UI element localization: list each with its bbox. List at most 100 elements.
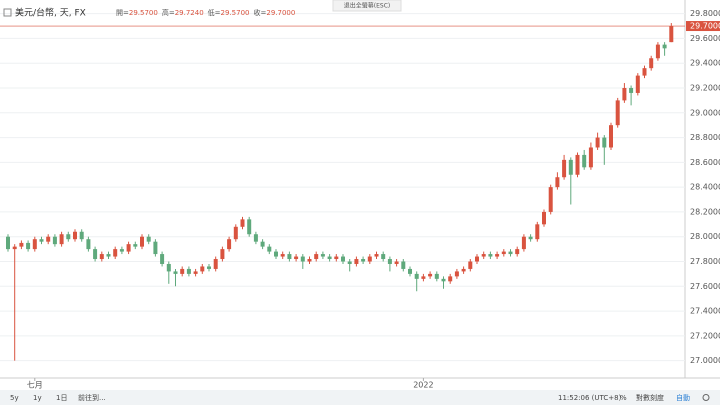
candle-body xyxy=(508,251,513,255)
candle-body xyxy=(421,276,426,279)
clock: 11:52:06 (UTC+8) xyxy=(558,394,622,402)
candle-body xyxy=(521,236,526,250)
candle-body xyxy=(381,254,386,260)
candle-body xyxy=(542,211,546,225)
candle-body xyxy=(341,256,345,262)
candle-body xyxy=(307,259,312,262)
last-price-box xyxy=(686,21,720,32)
candle-body xyxy=(515,249,520,255)
candle-body xyxy=(575,154,580,175)
y-tick-label: 28.0000 xyxy=(690,232,720,241)
toolbar xyxy=(0,390,720,405)
candle-body xyxy=(153,241,158,255)
y-tick-label: 29.0000 xyxy=(690,108,720,117)
candle-body xyxy=(66,234,71,240)
candle-body xyxy=(86,239,91,250)
candle-body xyxy=(334,256,339,260)
candle-body xyxy=(186,268,191,274)
candle-body xyxy=(46,236,51,242)
candle-body xyxy=(267,246,272,252)
candle-body xyxy=(629,87,634,93)
candle-body xyxy=(461,268,466,272)
settings-icon[interactable] xyxy=(702,394,710,401)
symbol-title: 美元/台幣, 天, FX xyxy=(15,7,86,19)
candle-body xyxy=(327,256,332,260)
candle-body xyxy=(635,75,640,93)
y-tick-label: 29.4000 xyxy=(690,59,720,68)
candle-body xyxy=(582,154,587,168)
candle-body xyxy=(615,100,620,126)
exit-hint-box[interactable] xyxy=(332,0,402,12)
legend-value: 29.5700 xyxy=(221,9,250,17)
collapse-icon[interactable] xyxy=(3,8,12,17)
candle-body xyxy=(173,271,178,274)
exit-hint[interactable]: 退出全螢幕(ESC) xyxy=(344,2,390,10)
candle-body xyxy=(595,137,600,148)
candle-body xyxy=(220,249,225,260)
candle-body xyxy=(367,256,372,262)
grid xyxy=(0,13,685,362)
candle-body xyxy=(669,26,674,43)
candle-body xyxy=(548,187,553,212)
y-tick-label: 27.8000 xyxy=(690,257,720,266)
candle-body xyxy=(528,236,533,240)
candle-body xyxy=(441,278,446,282)
candle-body xyxy=(609,125,613,148)
candle-body xyxy=(501,251,506,255)
legend-name: 開= xyxy=(116,9,129,17)
candle-body xyxy=(662,44,667,49)
candle-body xyxy=(113,249,118,257)
y-tick-label: 29.6000 xyxy=(690,34,720,43)
percent-button[interactable]: % xyxy=(620,394,627,402)
candle-body xyxy=(200,266,205,272)
candle-body xyxy=(287,254,292,260)
candle-body xyxy=(280,254,285,257)
candle-body xyxy=(642,68,647,76)
candle-body xyxy=(414,273,419,279)
candle-body xyxy=(562,159,567,178)
candle-body xyxy=(19,242,24,247)
auto-button[interactable]: 自動 xyxy=(676,393,690,402)
candle-body xyxy=(394,261,399,264)
candle-body xyxy=(79,231,84,240)
candle-body xyxy=(253,234,258,242)
candle-body xyxy=(622,87,627,101)
legend-name: 高= xyxy=(162,8,175,17)
y-tick-label: 28.6000 xyxy=(690,158,720,167)
candle-body xyxy=(428,273,433,277)
candle-body xyxy=(59,234,64,245)
candle-body xyxy=(39,239,44,242)
y-tick-label: 27.4000 xyxy=(690,307,720,316)
x-tick-label: 七月 xyxy=(27,381,43,390)
candle-body xyxy=(354,259,359,264)
x-tick-label: 2022 xyxy=(413,381,433,390)
range-button[interactable]: 1日 xyxy=(56,394,67,402)
candle-body xyxy=(454,271,459,277)
candle-body xyxy=(233,226,238,240)
candle-body xyxy=(12,246,17,250)
legend-value: 29.7000 xyxy=(266,9,295,17)
candle-body xyxy=(481,254,486,257)
candle-body xyxy=(408,268,412,274)
legend-value: 29.5700 xyxy=(129,9,158,17)
legend-value: 29.7240 xyxy=(175,9,204,17)
range-button[interactable]: 5y xyxy=(10,394,19,402)
toolbar-items: 5y 1y 1日 前往到... 11:52:06 (UTC+8)% 對數刻度 自動 xyxy=(10,393,710,402)
candle-body xyxy=(6,236,10,250)
candle-body xyxy=(602,137,607,148)
candles xyxy=(6,23,674,361)
candle-body xyxy=(655,44,660,59)
candle-body xyxy=(260,241,265,247)
log-button[interactable]: 對數刻度 xyxy=(636,393,664,402)
ohlc-legend: 開= 29.5700 高= 29.7240 低= 29.5700 收= 29.7000 xyxy=(116,8,295,17)
candle-body xyxy=(468,261,473,269)
candle-body xyxy=(387,259,392,264)
candle-body xyxy=(99,254,104,260)
candle-body xyxy=(193,271,198,274)
range-button[interactable]: 1y xyxy=(33,394,42,402)
goto-button[interactable]: 前往到... xyxy=(78,393,106,402)
candle-body xyxy=(133,244,138,247)
